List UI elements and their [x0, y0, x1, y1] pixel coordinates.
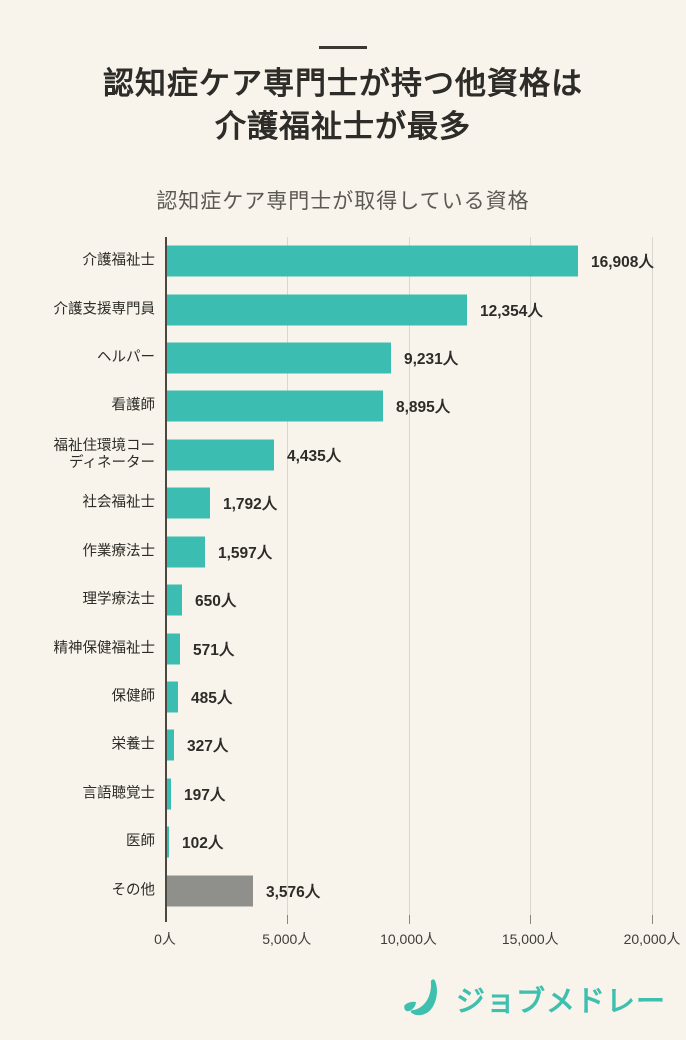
bar-row: 精神保健福祉士 571人 [0, 624, 686, 672]
category-label: ヘルパー [97, 349, 155, 366]
bar-value-label: 8,895人 [396, 399, 451, 417]
bar [166, 487, 210, 519]
x-axis-tick-label: 10,000人 [380, 931, 437, 947]
bar-value-label: 650人 [195, 593, 237, 611]
jobmedley-logo-text: ジョブメドレー [455, 986, 666, 1018]
x-axis-tick-label: 5,000人 [262, 931, 312, 947]
bar [166, 390, 383, 422]
bar-row: 介護支援専門員 12,354人 [0, 285, 686, 333]
bar-value-label: 12,354人 [480, 302, 543, 320]
bar-row: その他 3,576人 [0, 866, 686, 914]
bar [166, 439, 274, 471]
bar-value-label: 1,792人 [223, 496, 278, 514]
category-label: 福祉住環境コー ディネーター [53, 437, 156, 471]
bar-row: 保健師 485人 [0, 673, 686, 721]
bar-value-label: 3,576人 [266, 883, 321, 901]
x-axis-tick [530, 915, 532, 924]
bar-row: 介護福祉士 16,908人 [0, 237, 686, 285]
bar-row: 栄養士 327人 [0, 721, 686, 769]
bar [166, 536, 205, 568]
category-label: 理学療法士 [82, 591, 156, 608]
x-axis-tick [652, 915, 653, 924]
bar [166, 778, 171, 810]
bar-value-label: 571人 [193, 641, 235, 659]
gridline [286, 237, 288, 915]
gridline [652, 237, 653, 915]
bar-value-label: 197人 [184, 786, 226, 804]
bar-row: ヘルパー 9,231人 [0, 334, 686, 382]
bar [166, 294, 467, 326]
x-axis-tick-label: 20,000人 [623, 931, 681, 947]
category-label: 言語聴覚士 [82, 785, 156, 802]
bar-value-label: 16,908人 [591, 254, 654, 272]
bar-value-label: 485人 [191, 690, 233, 707]
page-title-line2: 介護福祉士が最多 [215, 109, 471, 144]
category-label: 介護支援専門員 [53, 301, 156, 318]
chart-title: 認知症ケア専門士が取得している資格 [156, 190, 530, 213]
jobmedley-logo-icon [404, 979, 437, 1016]
bar [166, 729, 174, 761]
category-label: 作業療法士 [82, 543, 156, 560]
bar-chart: 介護福祉士 16,908人介護支援専門員 12,354人ヘルパー 9,231人看護師 8… [0, 237, 686, 957]
bar [166, 875, 253, 907]
x-axis-tick [286, 915, 288, 924]
page-title: 認知症ケア専門士が持つ他資格は 介護福祉士が最多 [0, 62, 686, 148]
bar [166, 681, 178, 713]
x-axis-tick-label: 15,000人 [501, 931, 559, 947]
gridline [530, 237, 532, 915]
bar [166, 584, 182, 616]
bar [166, 826, 169, 858]
bar [166, 342, 391, 374]
decorative-dash [319, 46, 367, 49]
category-label: 介護福祉士 [82, 252, 156, 269]
bar [166, 633, 180, 665]
bar-row: 医師 102人 [0, 818, 686, 866]
x-axis-tick-label: 0人 [154, 931, 176, 947]
bar-row: 言語聴覚士 197人 [0, 770, 686, 818]
category-label: その他 [111, 882, 156, 899]
bar-value-label: 9,231人 [404, 351, 459, 369]
category-label: 医師 [126, 833, 155, 850]
category-label: 精神保健福祉士 [53, 640, 156, 657]
bar-value-label: 4,435人 [287, 447, 342, 465]
jobmedley-logo: ジョブメドレー [402, 976, 666, 1022]
page-title-line1: 認知症ケア専門士が持つ他資格は [103, 66, 583, 101]
bar-value-label: 102人 [182, 835, 224, 853]
bar-value-label: 1,597人 [218, 544, 273, 562]
gridline [408, 237, 410, 915]
y-axis-line [165, 237, 167, 922]
bar-rows: 介護福祉士 16,908人介護支援専門員 12,354人ヘルパー 9,231人看護師 8… [0, 237, 686, 915]
bar-row: 社会福祉士 1,792人 [0, 479, 686, 527]
category-label: 看護師 [111, 397, 156, 414]
bar-row: 福祉住環境コー ディネーター 4,435人 [0, 431, 686, 479]
bar [166, 245, 578, 277]
category-label: 栄養士 [111, 736, 156, 753]
x-axis-tick [408, 915, 410, 924]
category-label: 保健師 [111, 688, 156, 705]
bar-row: 看護師 8,895人 [0, 382, 686, 430]
bar-row: 理学療法士 650人 [0, 576, 686, 624]
bar-value-label: 327人 [187, 738, 229, 756]
bar-row: 作業療法士 1,597人 [0, 528, 686, 576]
category-label: 社会福祉士 [82, 494, 156, 511]
